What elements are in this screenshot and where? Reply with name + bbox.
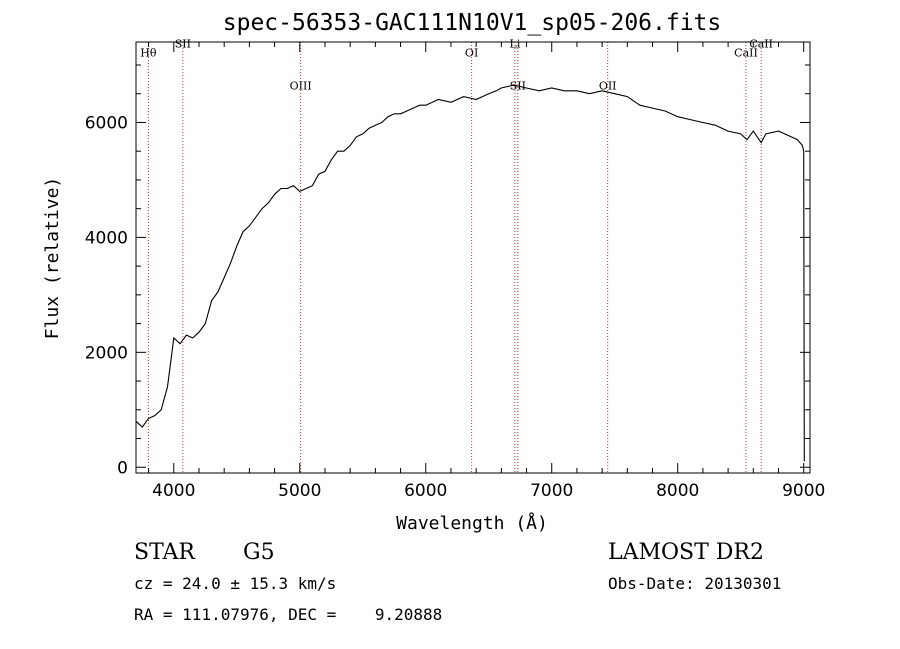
line-label: CaII <box>734 46 758 59</box>
line-label: Li <box>510 38 521 51</box>
tick-label: 5000 <box>278 481 321 501</box>
line-label: OI <box>465 46 478 59</box>
tick-label: 6000 <box>404 481 447 501</box>
object-class: STAR <box>134 540 195 565</box>
spectrum-line <box>135 84 805 462</box>
coordinates: RA = 111.07976, DEC = 9.20888 <box>134 605 443 624</box>
obs-date: Obs-Date: 20130301 <box>608 574 782 593</box>
redshift-text: cz = 24.0 ± 15.3 km/s <box>134 574 337 593</box>
tick-label: 0 <box>117 458 128 478</box>
tick-label: 4000 <box>152 481 195 501</box>
axis-ticks: 4000 5000 6000 7000 8000 9000 0 2000 4000 6000 <box>85 42 825 501</box>
survey-name: LAMOST DR2 <box>608 540 764 565</box>
line-label: SII <box>175 38 191 51</box>
y-axis-label: Flux (relative) <box>42 177 63 340</box>
line-label: OII <box>599 80 617 93</box>
chart-title: spec-56353-GAC111N10V1_sp05-206.fits <box>223 10 722 36</box>
tick-label: 6000 <box>85 113 128 133</box>
x-axis-label: Wavelength (Å) <box>396 512 548 534</box>
line-label: CaII <box>749 38 773 51</box>
tick-label: 8000 <box>656 481 699 501</box>
tick-label: 9000 <box>782 481 825 501</box>
subclass: G5 <box>243 540 275 565</box>
line-label: Hθ <box>140 46 157 59</box>
tick-label: 7000 <box>530 481 573 501</box>
tick-label: 2000 <box>85 343 128 363</box>
line-label: OIII <box>290 80 312 93</box>
plot-frame <box>135 41 811 474</box>
tick-label: 4000 <box>85 228 128 248</box>
